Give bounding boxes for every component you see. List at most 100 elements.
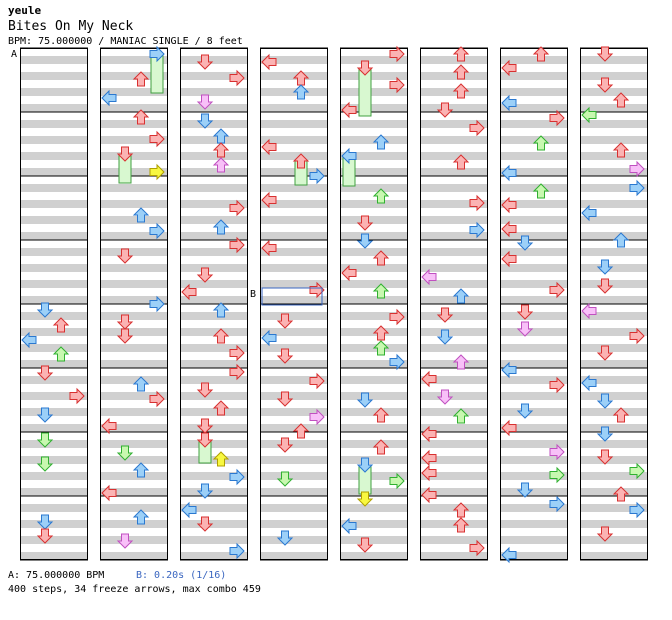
footer-stats: 400 steps, 34 freeze arrows, max combo 4… xyxy=(8,584,261,595)
beat-stripe xyxy=(340,296,408,304)
beat-stripe xyxy=(100,120,168,128)
beat-stripe xyxy=(340,120,408,128)
beat-stripe xyxy=(260,536,328,544)
beat-stripe xyxy=(340,504,408,512)
beat-stripe xyxy=(420,104,488,112)
arrow-right-icon xyxy=(149,164,165,180)
beat-stripe xyxy=(260,488,328,496)
beat-stripe xyxy=(20,472,88,480)
beat-stripe xyxy=(580,504,648,512)
beat-stripe xyxy=(580,168,648,176)
stop-marker-box xyxy=(261,287,323,306)
beat-stripe xyxy=(260,216,328,224)
beat-stripe xyxy=(420,424,488,432)
beat-stripe xyxy=(420,200,488,208)
beat-stripe xyxy=(420,296,488,304)
beat-stripe xyxy=(20,488,88,496)
beat-stripe xyxy=(100,136,168,144)
beat-stripe xyxy=(500,296,568,304)
beat-stripe xyxy=(500,56,568,64)
beat-stripe xyxy=(100,360,168,368)
beat-stripe xyxy=(100,472,168,480)
column-border xyxy=(420,48,488,560)
beat-stripe xyxy=(20,56,88,64)
beat-stripe xyxy=(500,136,568,144)
beat-stripe xyxy=(500,184,568,192)
beat-stripe xyxy=(340,280,408,288)
beat-stripe xyxy=(580,88,648,96)
beat-stripe xyxy=(420,168,488,176)
beat-stripe xyxy=(500,152,568,160)
beat-stripe xyxy=(20,408,88,416)
beat-stripe xyxy=(580,312,648,320)
beat-stripe xyxy=(580,520,648,528)
beat-stripe xyxy=(180,504,248,512)
beat-stripe xyxy=(340,472,408,480)
beat-stripe xyxy=(260,280,328,288)
beat-stripe xyxy=(500,456,568,464)
beat-stripe xyxy=(580,440,648,448)
beat-stripe xyxy=(580,136,648,144)
beat-stripe xyxy=(180,312,248,320)
beat-stripe xyxy=(100,72,168,80)
beat-stripe xyxy=(20,72,88,80)
beat-stripe xyxy=(580,536,648,544)
song-title: Bites On My Neck xyxy=(8,19,134,34)
chart-column xyxy=(500,46,568,563)
beat-stripe xyxy=(500,344,568,352)
beat-stripe xyxy=(100,440,168,448)
beat-stripe xyxy=(340,264,408,272)
chart-column xyxy=(20,47,88,561)
beat-stripe xyxy=(420,360,488,368)
beat-stripe xyxy=(500,104,568,112)
beat-stripe xyxy=(420,488,488,496)
beat-stripe xyxy=(500,392,568,400)
beat-stripe xyxy=(180,232,248,240)
footer-bpm-change: A: 75.000000 BPM xyxy=(8,570,105,581)
beat-stripe xyxy=(340,56,408,64)
beat-stripe xyxy=(500,552,568,560)
beat-stripe xyxy=(20,152,88,160)
beat-stripe xyxy=(180,456,248,464)
beat-stripe xyxy=(20,504,88,512)
stop-marker-b: B xyxy=(250,289,256,300)
beat-stripe xyxy=(20,424,88,432)
beat-stripe xyxy=(180,424,248,432)
beat-stripe xyxy=(580,328,648,336)
beat-stripe xyxy=(420,408,488,416)
beat-stripe xyxy=(20,392,88,400)
beat-stripe xyxy=(100,184,168,192)
beat-stripe xyxy=(580,264,648,272)
beat-stripe xyxy=(580,392,648,400)
beat-stripe xyxy=(100,520,168,528)
beat-stripe xyxy=(580,72,648,80)
beat-stripe xyxy=(20,312,88,320)
beat-stripe xyxy=(340,408,408,416)
beat-stripe xyxy=(420,472,488,480)
beat-stripe xyxy=(580,232,648,240)
beat-stripe xyxy=(340,152,408,160)
beat-stripe xyxy=(580,376,648,384)
arrow-up-icon xyxy=(373,340,389,356)
beat-stripe xyxy=(420,264,488,272)
beat-stripe xyxy=(580,456,648,464)
beat-stripe xyxy=(180,536,248,544)
beat-stripe xyxy=(340,440,408,448)
beat-stripe xyxy=(100,152,168,160)
beat-stripe xyxy=(180,104,248,112)
beat-stripe xyxy=(180,280,248,288)
beat-stripe xyxy=(500,248,568,256)
beat-stripe xyxy=(500,360,568,368)
beat-stripe xyxy=(100,392,168,400)
beat-stripe xyxy=(180,184,248,192)
beat-stripe xyxy=(100,376,168,384)
beat-stripe xyxy=(100,88,168,96)
beat-stripe xyxy=(260,168,328,176)
beat-stripe xyxy=(100,504,168,512)
beat-stripe xyxy=(260,232,328,240)
beat-stripe xyxy=(580,488,648,496)
chart-column xyxy=(180,47,248,561)
beat-stripe xyxy=(20,232,88,240)
beat-stripe xyxy=(340,136,408,144)
beat-stripe xyxy=(260,504,328,512)
